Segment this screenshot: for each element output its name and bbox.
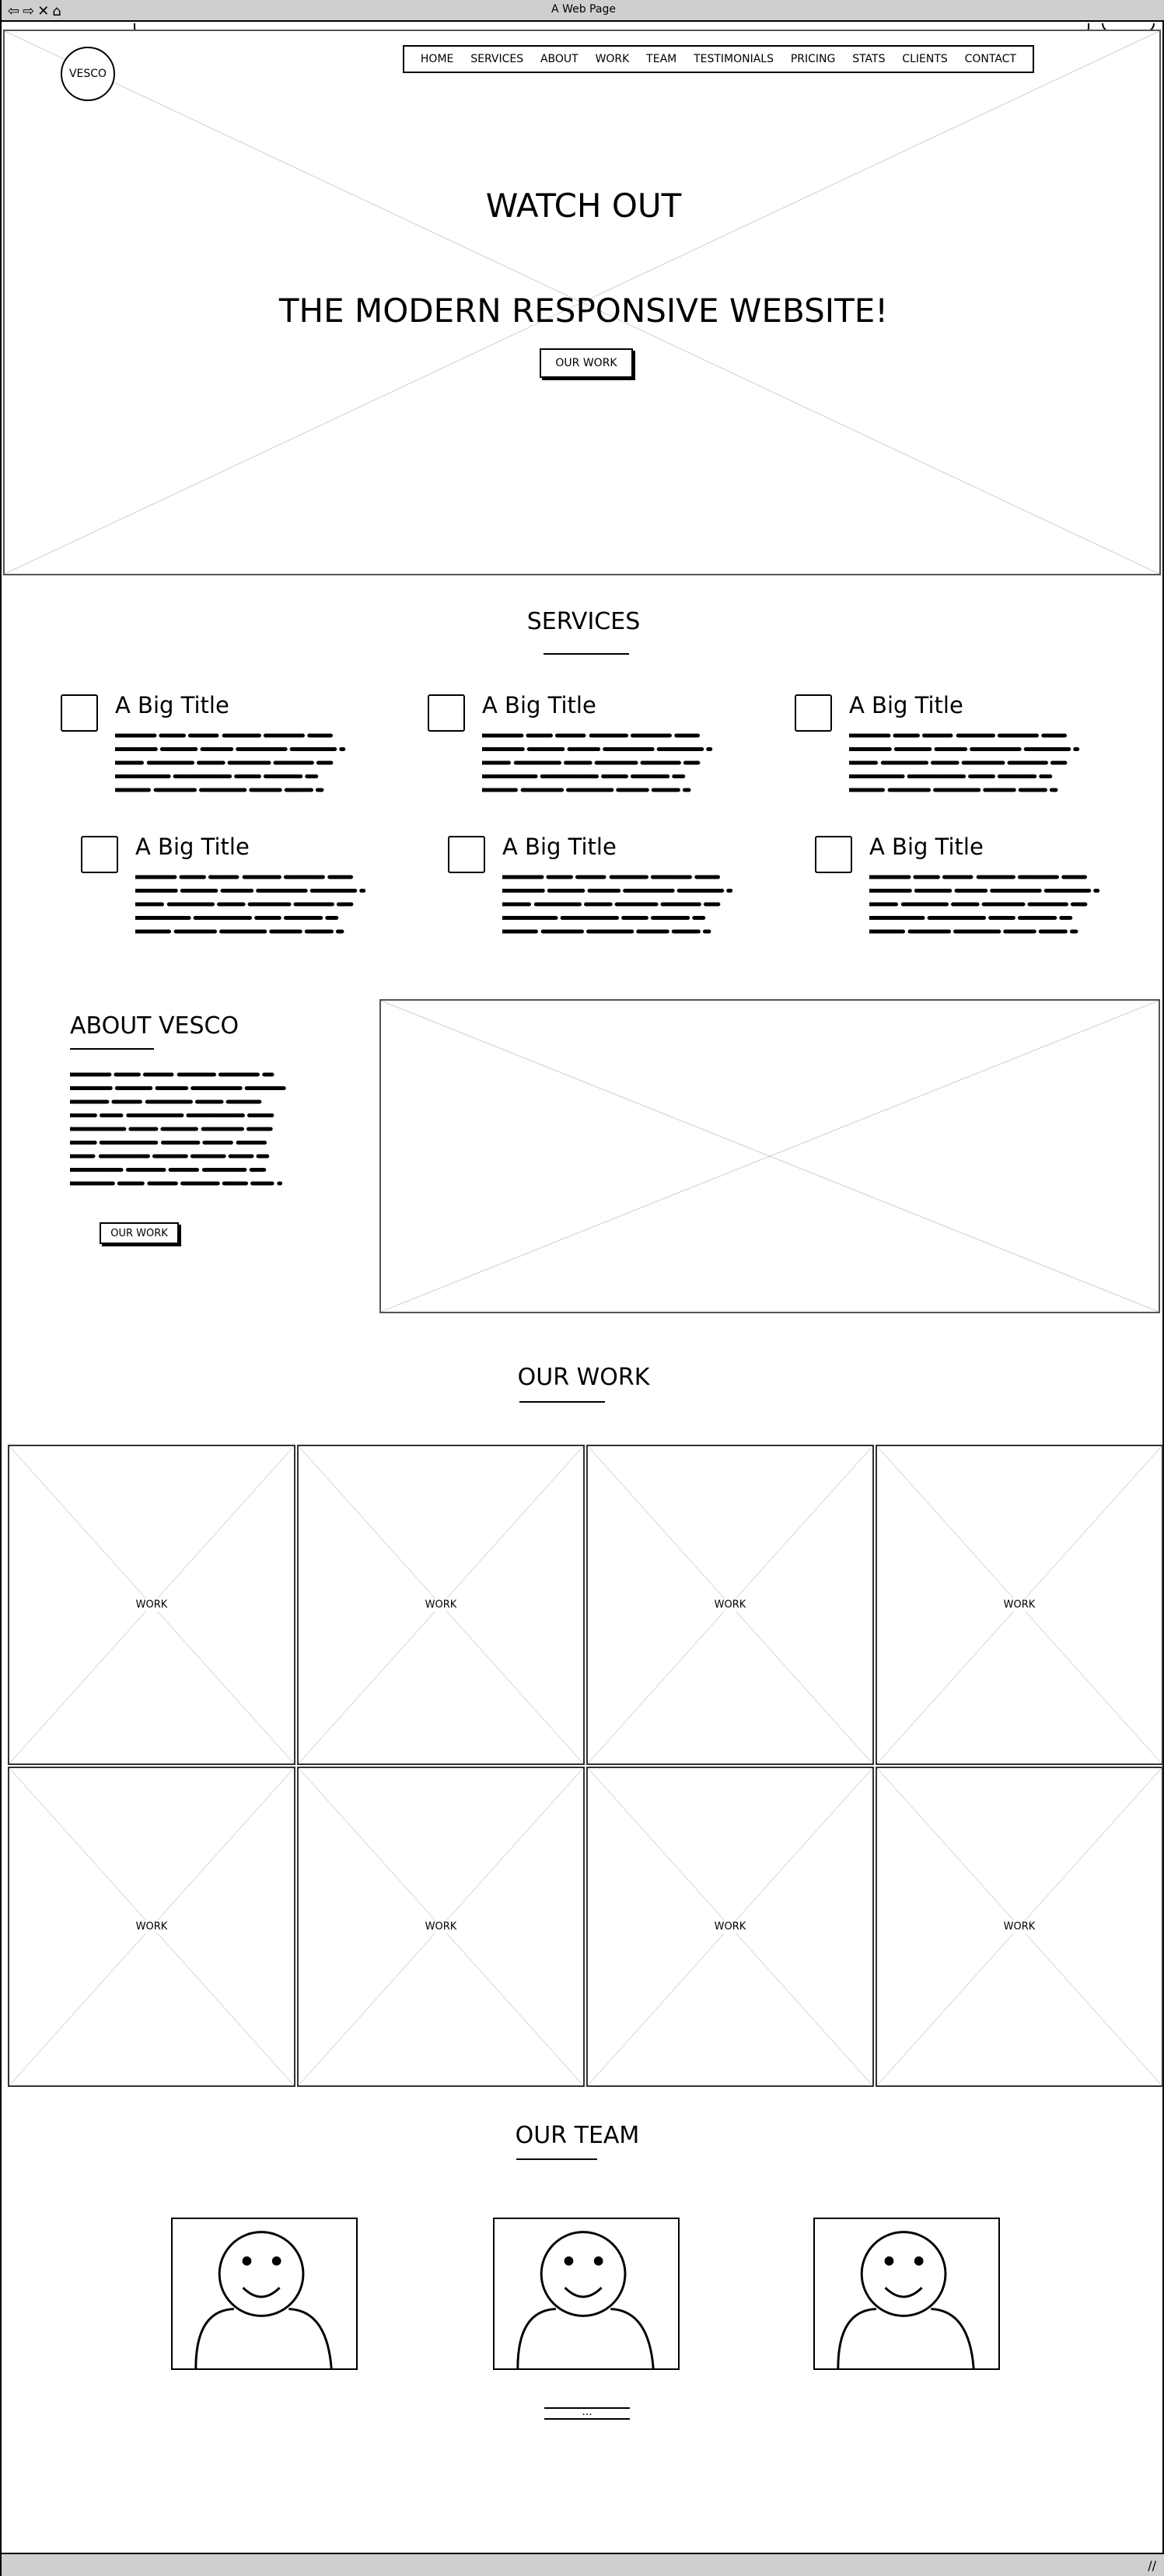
nav-item-team[interactable]: TEAM [646, 53, 677, 65]
service-title: A Big Title [482, 692, 596, 718]
service-icon [428, 694, 465, 732]
nav-item-home[interactable]: HOME [420, 53, 454, 65]
nav-item-testimonials[interactable]: TESTIMONIALS [694, 53, 774, 65]
nav-item-work[interactable]: WORK [595, 53, 630, 65]
hero-image-placeholder [3, 30, 1161, 575]
service-title: A Big Title [135, 834, 250, 860]
service-icon [815, 836, 852, 873]
services-title-underline [544, 653, 629, 655]
hero-our-work-button[interactable]: OUR WORK [540, 348, 633, 378]
service-text [135, 875, 367, 934]
logo[interactable]: VESCO [61, 47, 115, 101]
service-icon [795, 694, 832, 732]
pagination-dots: ... [582, 2406, 592, 2418]
hero-subheadline: THE MODERN RESPONSIVE WEBSITE! [278, 292, 889, 330]
close-icon[interactable]: ✕ [37, 3, 53, 19]
work-tile-label: WORK [421, 1920, 460, 1934]
about-our-work-button[interactable]: OUR WORK [100, 1222, 179, 1244]
work-title: OUR WORK [517, 1364, 650, 1391]
hero-headline: WATCH OUT [485, 187, 682, 225]
nav-item-services[interactable]: SERVICES [470, 53, 524, 65]
work-tile-label: WORK [132, 1920, 171, 1934]
nav-item-clients[interactable]: CLIENTS [902, 53, 948, 65]
service-text [482, 733, 714, 792]
work-tile[interactable]: WORK [876, 1767, 1163, 2087]
work-tile[interactable]: WORK [876, 1445, 1163, 1765]
team-member-avatar[interactable] [813, 2218, 1000, 2370]
work-tile[interactable]: WORK [586, 1445, 874, 1765]
service-icon [81, 836, 118, 873]
service-text [502, 875, 734, 934]
forward-arrow-icon[interactable]: ⇨ [23, 3, 38, 19]
back-arrow-icon[interactable]: ⇦ [8, 3, 23, 19]
work-title-underline [519, 1401, 605, 1403]
about-text [70, 1072, 286, 1186]
window-statusbar: // [2, 2553, 1164, 2576]
about-title: ABOUT VESCO [70, 1012, 239, 1040]
service-text [115, 733, 347, 792]
work-tile[interactable]: WORK [8, 1767, 295, 2087]
team-title: OUR TEAM [515, 2122, 640, 2149]
service-text [849, 733, 1081, 792]
about-image-placeholder [379, 999, 1160, 1313]
nav-item-pricing[interactable]: PRICING [790, 53, 836, 65]
service-text [869, 875, 1101, 934]
service-title: A Big Title [849, 692, 963, 718]
service-title: A Big Title [869, 834, 984, 860]
nav-item-contact[interactable]: CONTACT [964, 53, 1016, 65]
nav-item-about[interactable]: ABOUT [540, 53, 579, 65]
service-title: A Big Title [115, 692, 229, 718]
work-tile-label: WORK [421, 1598, 460, 1612]
work-tile[interactable]: WORK [297, 1445, 585, 1765]
team-member-avatar[interactable] [493, 2218, 680, 2370]
services-title: SERVICES [526, 608, 641, 635]
service-icon [448, 836, 485, 873]
work-tile-label: WORK [711, 1920, 750, 1934]
resize-grip-icon[interactable]: // [1148, 2558, 1156, 2573]
browser-nav-icons[interactable]: ⇦⇨✕⌂ [8, 3, 65, 19]
service-title: A Big Title [502, 834, 617, 860]
team-title-underline [516, 2158, 597, 2160]
team-member-avatar[interactable] [171, 2218, 358, 2370]
team-pagination[interactable]: ... [544, 2406, 630, 2420]
work-tile[interactable]: WORK [8, 1445, 295, 1765]
about-title-underline [70, 1048, 154, 1050]
work-tile[interactable]: WORK [297, 1767, 585, 2087]
work-tile-label: WORK [1000, 1920, 1039, 1934]
main-nav: HOME SERVICES ABOUT WORK TEAM TESTIMONIA… [403, 45, 1034, 73]
work-tile-label: WORK [711, 1598, 750, 1612]
work-tile[interactable]: WORK [586, 1767, 874, 2087]
work-tile-label: WORK [1000, 1598, 1039, 1612]
nav-item-stats[interactable]: STATS [852, 53, 886, 65]
logo-label: VESCO [68, 68, 107, 80]
window-titlebar: ⇦⇨✕⌂ A Web Page [2, 0, 1164, 22]
window-title: A Web Page [551, 3, 616, 16]
home-icon[interactable]: ⌂ [52, 3, 65, 19]
work-tile-label: WORK [132, 1598, 171, 1612]
service-icon [61, 694, 98, 732]
